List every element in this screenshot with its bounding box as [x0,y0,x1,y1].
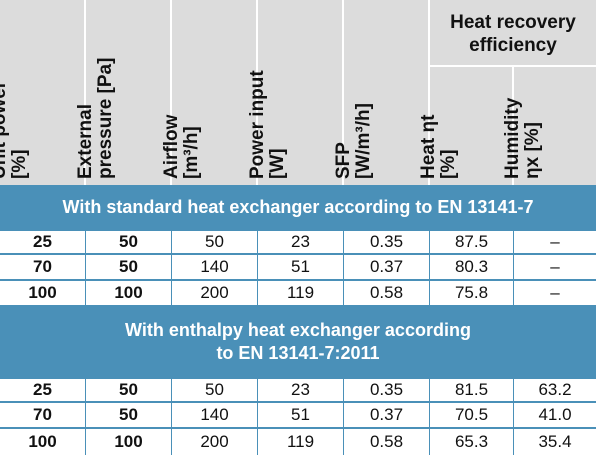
col-header-unit-power: Unit power [%] [0,0,86,185]
table-cell: 100 [86,281,172,307]
table-cell: – [514,229,596,255]
table-cell: 140 [172,403,258,429]
col-header-power-input: Power input [W] [247,0,344,185]
section-standard-heat-exchanger: With standard heat exchanger according t… [0,185,596,229]
table-cell: 87.5 [430,229,514,255]
table-cell: 100 [0,429,86,455]
table-cell: 50 [86,229,172,255]
table-cell: 0.58 [344,281,430,307]
col-header-line2: ηx [%] [522,122,543,179]
section-title-line1: With enthalpy heat exchanger according [125,320,471,340]
col-header-sfp: SFP [W/m³/h] [333,0,430,185]
table-cell: 63.2 [514,377,596,403]
col-header-line1: Power input [247,70,268,179]
table-cell: 0.37 [344,255,430,281]
col-header-line2: [%] [438,149,459,179]
group-header-heat-recovery: Heat recovery efficiency [430,0,596,67]
col-header-line2: [m³/h] [181,126,202,179]
col-header-airflow: Airflow [m³/h] [161,0,258,185]
table-cell: 80.3 [430,255,514,281]
col-header-line2: [W] [267,148,288,179]
table-cell: 81.5 [430,377,514,403]
col-header-line1: External [75,104,96,179]
table-cell: 50 [86,255,172,281]
col-header-line1: Humidity [502,97,523,179]
col-header-external-pressure: External pressure [Pa] [75,0,172,185]
col-header-line1: SFP [333,142,354,179]
table-cell: 200 [172,281,258,307]
table-cell: 70 [0,403,86,429]
table-cell: 41.0 [514,403,596,429]
section-title-line2: to EN 13141-7:2011 [216,343,380,363]
table-cell: 23 [258,229,344,255]
table-cell: 70 [0,255,86,281]
table-cell: 25 [0,377,86,403]
table-cell: 50 [86,377,172,403]
col-header-line2: pressure [Pa] [95,57,116,179]
col-header-heat-efficiency: Heat ηt [%] [418,67,514,185]
table-cell: 50 [172,377,258,403]
group-header-line1: Heat recovery [450,11,576,33]
section-title: With standard heat exchanger according t… [62,196,534,217]
table-cell: 100 [86,429,172,455]
table-cell: 70.5 [430,403,514,429]
section-enthalpy-heat-exchanger: With enthalpy heat exchanger according to… [0,307,596,377]
table-cell: 100 [0,281,86,307]
table-cell: 65.3 [430,429,514,455]
table-cell: 50 [172,229,258,255]
table-cell: 200 [172,429,258,455]
group-header-line2: efficiency [469,34,557,56]
table-cell: – [514,255,596,281]
table-cell: 140 [172,255,258,281]
table-cell: – [514,281,596,307]
table-cell: 119 [258,429,344,455]
table-cell: 75.8 [430,281,514,307]
col-header-line2: [%] [9,149,30,179]
table-cell: 50 [86,403,172,429]
table-cell: 23 [258,377,344,403]
col-header-line2: [W/m³/h] [353,103,374,179]
table-cell: 0.58 [344,429,430,455]
table-cell: 0.35 [344,377,430,403]
table-cell: 51 [258,255,344,281]
col-header-line1: Heat ηt [418,114,439,179]
table-cell: 25 [0,229,86,255]
table-cell: 0.37 [344,403,430,429]
table-cell: 0.35 [344,229,430,255]
table-cell: 51 [258,403,344,429]
table-cell: 35.4 [538,432,572,451]
table-cell: 119 [258,281,344,307]
col-header-line1: Airflow [161,114,182,179]
col-header-humidity-efficiency: Humidity ηx [%] [502,67,596,185]
